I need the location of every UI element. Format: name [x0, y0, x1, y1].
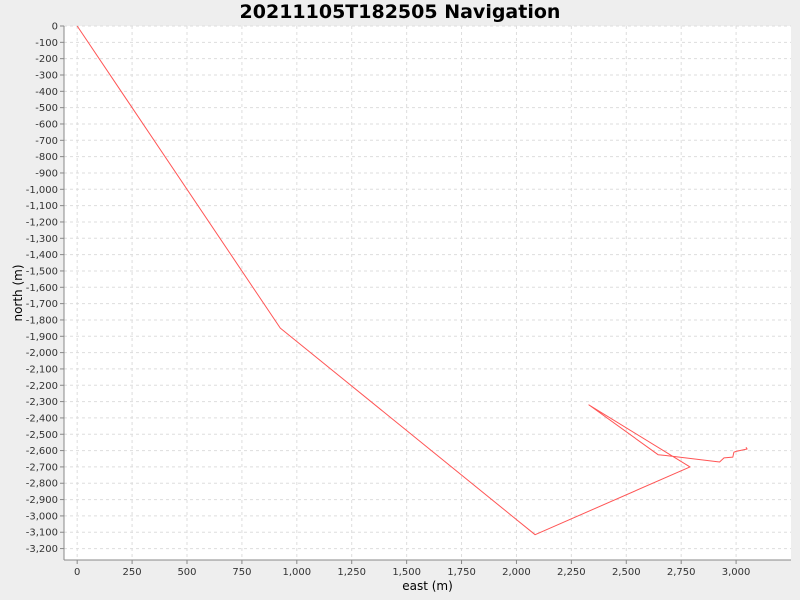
y-tick-label: -1,100 [26, 201, 58, 212]
y-tick-label: -1,500 [26, 266, 58, 277]
x-tick-label: 1,250 [337, 567, 366, 578]
y-tick-label: -2,000 [26, 348, 58, 359]
x-tick-label: 250 [123, 567, 142, 578]
y-tick-label: -2,900 [26, 495, 58, 506]
x-tick-label: 750 [232, 567, 251, 578]
y-tick-label: -1,800 [26, 315, 58, 326]
y-tick-label: -2,200 [26, 381, 58, 392]
series-line [76, 25, 748, 536]
x-tick-label: 2,250 [557, 567, 586, 578]
y-tick-label: 0 [52, 22, 58, 33]
x-tick-label: 1,500 [392, 567, 421, 578]
y-tick-label: -1,000 [26, 185, 58, 196]
x-tick-label: 2,000 [502, 567, 531, 578]
y-tick-label: -3,200 [26, 544, 58, 555]
y-tick-label: -2,600 [26, 446, 58, 457]
y-tick-label: -2,100 [26, 364, 58, 375]
y-tick-label: -800 [35, 152, 58, 163]
plot-area [64, 26, 791, 560]
y-tick-label: -1,700 [26, 299, 58, 310]
y-tick-label: -1,300 [26, 234, 58, 245]
y-axis-label: north (m) [11, 264, 25, 321]
x-tick-label: 1,750 [447, 567, 476, 578]
y-tick-label: -900 [35, 168, 58, 179]
x-tick-label: 2,500 [612, 567, 641, 578]
y-tick-label: -1,200 [26, 217, 58, 228]
x-tick-label: 0 [74, 567, 80, 578]
y-tick-label: -700 [35, 136, 58, 147]
x-tick-label: 2,750 [667, 567, 696, 578]
chart-title: 20211105T182505 Navigation [239, 1, 561, 23]
x-axis-label: east (m) [402, 579, 453, 593]
y-tick-label: -500 [35, 103, 58, 114]
y-tick-label: -1,600 [26, 283, 58, 294]
y-tick-label: -3,000 [26, 511, 58, 522]
y-tick-label: -2,700 [26, 462, 58, 473]
y-tick-label: -300 [35, 70, 58, 81]
y-tick-label: -600 [35, 119, 58, 130]
y-tick-label: -3,100 [26, 528, 58, 539]
y-tick-label: -2,800 [26, 479, 58, 490]
x-tick-label: 500 [177, 567, 196, 578]
y-tick-label: -1,400 [26, 250, 58, 261]
y-tick-label: -400 [35, 87, 58, 98]
y-tick-label: -2,500 [26, 430, 58, 441]
y-tick-label: -100 [35, 38, 58, 49]
y-tick-label: -2,300 [26, 397, 58, 408]
y-tick-label: -2,400 [26, 413, 58, 424]
y-tick-label: -1,900 [26, 332, 58, 343]
x-tick-label: 3,000 [722, 567, 751, 578]
y-tick-label: -200 [35, 54, 58, 65]
x-tick-label: 1,000 [282, 567, 311, 578]
